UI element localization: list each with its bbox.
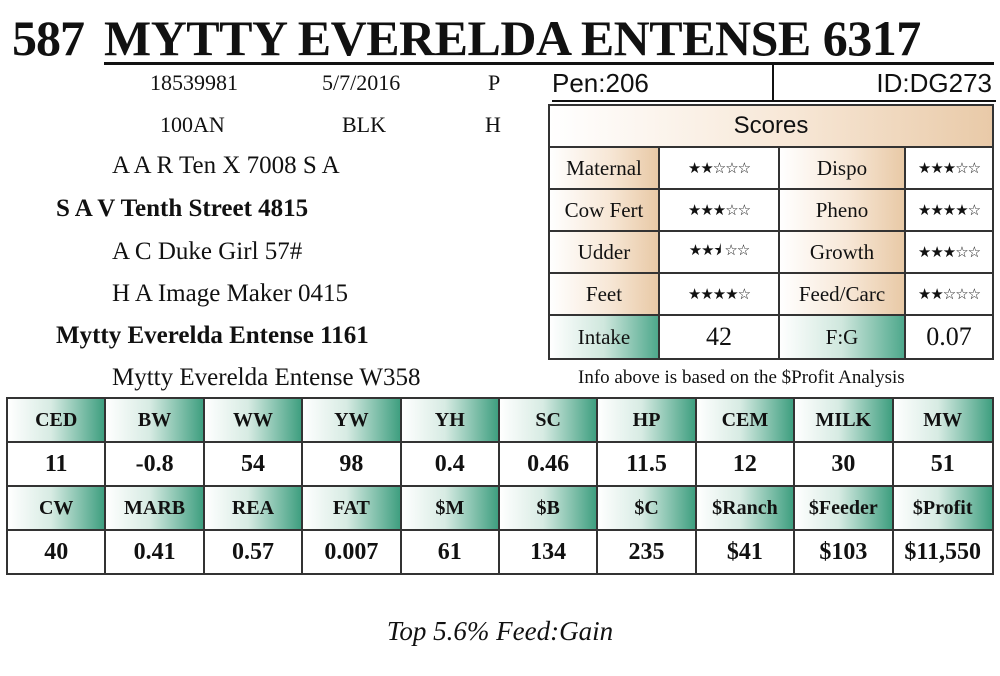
epd-header: $Feeder bbox=[795, 487, 894, 529]
score-row: Maternal ★★☆☆☆ Dispo ★★★☆☆ bbox=[550, 148, 992, 190]
score-stars: ★★☆☆☆ bbox=[917, 285, 981, 303]
epd-value-row: 40 0.41 0.57 0.007 61 134 235 $41 $103 $… bbox=[8, 531, 992, 573]
pedigree-dam-dam: Mytty Everelda Entense W358 bbox=[112, 364, 421, 391]
score-row: Udder ★★⯨ ☆☆ Growth ★★★☆☆ bbox=[550, 232, 992, 274]
scores-title: Scores bbox=[550, 106, 992, 148]
epd-value: 54 bbox=[204, 443, 304, 485]
epd-header: FAT bbox=[303, 487, 402, 529]
feed-gain-footer: Top 5.6% Feed:Gain bbox=[386, 616, 614, 646]
score-row: Intake 42 F:G 0.07 bbox=[550, 316, 992, 358]
epd-value: 98 bbox=[303, 443, 402, 485]
epd-header: $C bbox=[598, 487, 697, 529]
epd-header: MW bbox=[893, 399, 992, 441]
epd-value: 0.57 bbox=[204, 531, 304, 573]
epd-header: $B bbox=[499, 487, 599, 529]
epd-value: 12 bbox=[696, 443, 796, 485]
color: BLK bbox=[342, 112, 386, 137]
epd-header-row: CED BW WW YW YH SC HP CEM MILK MW bbox=[8, 399, 992, 443]
score-stars: ★★★☆☆ bbox=[660, 190, 780, 230]
pen-id-rule bbox=[552, 100, 996, 102]
epd-header: $Profit bbox=[893, 487, 992, 529]
epd-value: 235 bbox=[598, 531, 697, 573]
score-label: F:G bbox=[780, 316, 906, 358]
epd-header: SC bbox=[499, 399, 599, 441]
epd-value: 61 bbox=[401, 531, 500, 573]
code-h: H bbox=[485, 112, 501, 137]
score-stars: ★★★★☆ bbox=[917, 201, 981, 219]
epd-header: $M bbox=[401, 487, 500, 529]
pedigree-dam: Mytty Everelda Entense 1161 bbox=[56, 322, 369, 349]
score-label: Intake bbox=[550, 316, 660, 358]
epd-value: 0.007 bbox=[303, 531, 402, 573]
epd-value: $41 bbox=[696, 531, 796, 573]
epd-header: CED bbox=[8, 399, 107, 441]
epd-table: CED BW WW YW YH SC HP CEM MILK MW 11 -0.… bbox=[6, 397, 994, 575]
epd-header: YW bbox=[303, 399, 402, 441]
birth-date: 5/7/2016 bbox=[322, 70, 401, 95]
profit-analysis-note: Info above is based on the $Profit Analy… bbox=[578, 367, 905, 388]
pedigree-sire-dam: A C Duke Girl 57# bbox=[112, 238, 303, 265]
epd-value: 40 bbox=[8, 531, 107, 573]
epd-header: YH bbox=[401, 399, 500, 441]
epd-header: $Ranch bbox=[696, 487, 796, 529]
epd-value: -0.8 bbox=[106, 443, 205, 485]
epd-value: 0.46 bbox=[499, 443, 599, 485]
score-label: Udder bbox=[550, 232, 660, 272]
score-stars: ★★☆☆☆ bbox=[660, 148, 780, 188]
epd-value: 0.4 bbox=[401, 443, 500, 485]
epd-header-row: CW MARB REA FAT $M $B $C $Ranch $Feeder … bbox=[8, 487, 992, 531]
score-stars: ★★⯨ ☆☆ bbox=[660, 232, 780, 272]
title-underline bbox=[104, 62, 994, 65]
score-label: Feed/Carc bbox=[780, 274, 906, 314]
score-row: Feet ★★★★☆ Feed/Carc ★★☆☆☆ bbox=[550, 274, 992, 316]
score-label: Cow Fert bbox=[550, 190, 660, 230]
epd-value: 11.5 bbox=[598, 443, 697, 485]
pedigree-sire: S A V Tenth Street 4815 bbox=[56, 195, 309, 222]
code-p: P bbox=[488, 70, 501, 95]
score-label: Growth bbox=[780, 232, 906, 272]
epd-value-row: 11 -0.8 54 98 0.4 0.46 11.5 12 30 51 bbox=[8, 443, 992, 487]
score-value: 0.07 bbox=[926, 322, 972, 351]
score-label: Maternal bbox=[550, 148, 660, 188]
pedigree-dam-sire: H A Image Maker 0415 bbox=[112, 280, 349, 307]
epd-header: MARB bbox=[106, 487, 205, 529]
lot-number: 587 bbox=[12, 10, 85, 66]
score-stars: ★★★★☆ bbox=[660, 274, 780, 314]
score-row: Cow Fert ★★★☆☆ Pheno ★★★★☆ bbox=[550, 190, 992, 232]
epd-header: CW bbox=[8, 487, 107, 529]
epd-value: $11,550 bbox=[893, 531, 992, 573]
score-label: Pheno bbox=[780, 190, 906, 230]
epd-value: 134 bbox=[499, 531, 599, 573]
pen-id-divider bbox=[772, 65, 774, 101]
registration-number: 18539981 bbox=[150, 70, 238, 95]
epd-value: 30 bbox=[795, 443, 894, 485]
epd-header: MILK bbox=[795, 399, 894, 441]
animal-name: MYTTY EVERELDA ENTENSE 6317 bbox=[104, 10, 921, 66]
pen-number: Pen:206 bbox=[552, 68, 649, 98]
score-stars: ★★★☆☆ bbox=[917, 243, 981, 261]
epd-header: REA bbox=[204, 487, 304, 529]
score-label: Dispo bbox=[780, 148, 906, 188]
pedigree-sire-sire: A A R Ten X 7008 S A bbox=[112, 152, 340, 179]
tattoo: 100AN bbox=[160, 112, 225, 137]
scores-table: Scores Maternal ★★☆☆☆ Dispo ★★★☆☆ Cow Fe… bbox=[548, 104, 994, 360]
epd-header: CEM bbox=[696, 399, 796, 441]
epd-header: BW bbox=[106, 399, 205, 441]
animal-id: ID:DG273 bbox=[876, 68, 992, 98]
score-label: Feet bbox=[550, 274, 660, 314]
epd-header: HP bbox=[598, 399, 697, 441]
epd-value: 11 bbox=[8, 443, 107, 485]
epd-header: WW bbox=[204, 399, 304, 441]
epd-value: 51 bbox=[893, 443, 992, 485]
epd-value: $103 bbox=[795, 531, 894, 573]
epd-value: 0.41 bbox=[106, 531, 205, 573]
score-value: 42 bbox=[660, 316, 780, 358]
score-stars: ★★★☆☆ bbox=[917, 159, 981, 177]
